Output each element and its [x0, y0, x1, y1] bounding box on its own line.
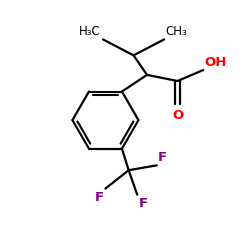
- Text: H₃C: H₃C: [79, 25, 101, 38]
- Text: F: F: [158, 151, 167, 164]
- Text: CH₃: CH₃: [165, 25, 187, 38]
- Text: F: F: [95, 191, 104, 204]
- Text: F: F: [138, 197, 147, 210]
- Text: OH: OH: [204, 56, 227, 69]
- Text: O: O: [172, 108, 183, 122]
